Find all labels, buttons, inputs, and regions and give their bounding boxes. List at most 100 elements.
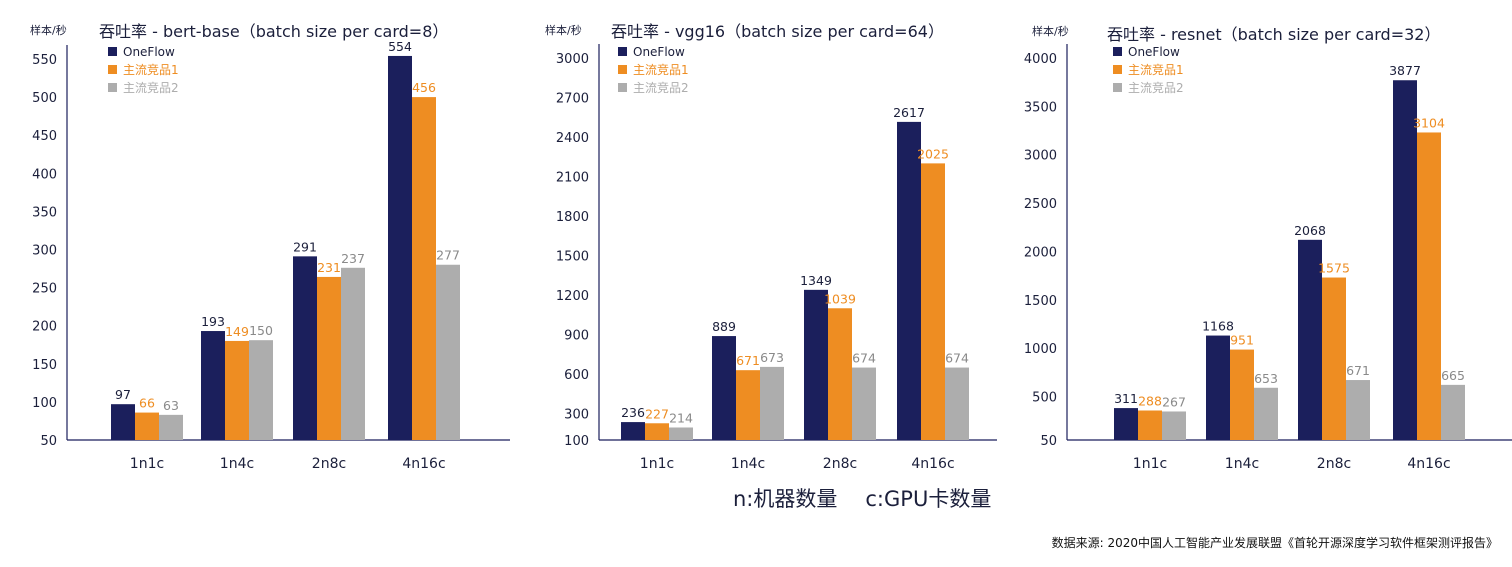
x-tick-label: 2n8c bbox=[1317, 456, 1351, 472]
legend-label-2: 主流竞品1 bbox=[1128, 63, 1184, 77]
x-tick-label: 4n16c bbox=[911, 456, 954, 472]
y-tick-label: 300 bbox=[32, 244, 57, 259]
data-label: 311 bbox=[1114, 391, 1138, 406]
caption-gpus: c:GPU卡数量 bbox=[865, 487, 992, 511]
bar-1n1c-series-1 bbox=[111, 404, 135, 440]
data-label: 674 bbox=[852, 351, 876, 366]
bar-2n8c-series-1 bbox=[1298, 239, 1322, 440]
data-label: 97 bbox=[115, 387, 131, 402]
x-tick-label: 1n1c bbox=[130, 456, 164, 472]
y-tick-label: 250 bbox=[32, 282, 57, 297]
legend-label-3: 主流竞品2 bbox=[1128, 81, 1184, 95]
y-tick-label: 1000 bbox=[1024, 342, 1057, 357]
bar-4n16c-series-1 bbox=[388, 55, 412, 441]
data-label: 214 bbox=[669, 410, 693, 425]
y-tick-label: 300 bbox=[564, 408, 589, 423]
legend-swatch-1 bbox=[108, 47, 117, 56]
bar-2n8c-series-3 bbox=[852, 367, 876, 440]
data-label: 231 bbox=[317, 260, 341, 275]
legend-label-1: OneFlow bbox=[123, 45, 175, 59]
legend-label-1: OneFlow bbox=[633, 45, 685, 59]
data-label: 63 bbox=[163, 398, 179, 413]
data-label: 149 bbox=[225, 324, 249, 339]
legend-swatch-2 bbox=[618, 65, 627, 74]
legend-swatch-1 bbox=[1113, 47, 1122, 56]
legend-swatch-1 bbox=[618, 47, 627, 56]
chart-bert-base: 吞吐率 - bert-base（batch size per card=8） 样本… bbox=[30, 22, 510, 472]
y-tick-label: 1200 bbox=[556, 289, 589, 304]
y-tick-label: 500 bbox=[1032, 390, 1057, 405]
y-tick-label: 2000 bbox=[1024, 245, 1057, 260]
y-tick-label: 450 bbox=[32, 129, 57, 144]
y-tick-label: 550 bbox=[32, 53, 57, 68]
data-label: 673 bbox=[760, 350, 784, 365]
bar-1n1c-series-3 bbox=[669, 427, 693, 440]
y-tick-label: 1500 bbox=[1024, 294, 1057, 309]
data-label: 2068 bbox=[1294, 223, 1326, 238]
data-label: 291 bbox=[293, 239, 317, 254]
x-tick-label: 1n4c bbox=[220, 456, 254, 472]
bar-1n4c-series-1 bbox=[1206, 335, 1230, 440]
data-label: 237 bbox=[341, 251, 365, 266]
y-tick-label: 200 bbox=[32, 320, 57, 335]
bar-4n16c-series-3 bbox=[436, 264, 460, 440]
y-tick-label: 900 bbox=[564, 329, 589, 344]
bar-1n1c-series-1 bbox=[621, 422, 645, 440]
bar-4n16c-series-2 bbox=[921, 163, 945, 440]
y-tick-label: 3500 bbox=[1024, 100, 1057, 115]
bar-1n4c-series-3 bbox=[760, 366, 784, 440]
y-tick-label: 500 bbox=[32, 91, 57, 106]
data-label: 951 bbox=[1230, 333, 1254, 348]
bar-1n1c-series-2 bbox=[135, 412, 159, 440]
data-label: 1349 bbox=[800, 273, 832, 288]
data-label: 889 bbox=[712, 319, 736, 334]
x-tick-label: 1n4c bbox=[1225, 456, 1259, 472]
caption: n:机器数量 c:GPU卡数量 bbox=[733, 483, 991, 513]
chart-resnet: 吞吐率 - resnet（batch size per card=32） 样本/秒… bbox=[1024, 24, 1512, 472]
legend-label-2: 主流竞品1 bbox=[633, 63, 689, 77]
bar-2n8c-series-3 bbox=[341, 267, 365, 440]
source-note: 数据来源: 2020中国人工智能产业发展联盟《首轮开源深度学习软件框架测评报告》 bbox=[1051, 536, 1498, 550]
y-tick-label: 2500 bbox=[1024, 197, 1057, 212]
x-tick-label: 4n16c bbox=[402, 456, 445, 472]
bar-4n16c-series-2 bbox=[1417, 132, 1441, 440]
data-label: 267 bbox=[1162, 394, 1186, 409]
data-label: 2617 bbox=[893, 105, 925, 120]
bar-1n1c-series-2 bbox=[645, 423, 669, 440]
bar-1n4c-series-2 bbox=[1230, 349, 1254, 440]
data-label: 3104 bbox=[1413, 115, 1445, 130]
bar-2n8c-series-1 bbox=[804, 289, 828, 440]
x-tick-label: 4n16c bbox=[1407, 456, 1450, 472]
y-tick-label: 400 bbox=[32, 167, 57, 182]
bar-4n16c-series-3 bbox=[945, 367, 969, 440]
legend-swatch-3 bbox=[108, 83, 117, 92]
y-axis-label: 样本/秒 bbox=[30, 23, 67, 37]
bar-4n16c-series-1 bbox=[1393, 80, 1417, 440]
data-label: 150 bbox=[249, 323, 273, 338]
bar-1n4c-series-1 bbox=[201, 331, 225, 440]
data-label: 288 bbox=[1138, 394, 1162, 409]
data-label: 1039 bbox=[824, 291, 856, 306]
legend-swatch-2 bbox=[1113, 65, 1122, 74]
bar-1n1c-series-1 bbox=[1114, 408, 1138, 440]
x-tick-label: 1n1c bbox=[1133, 456, 1167, 472]
chart-title: 吞吐率 - vgg16（batch size per card=64） bbox=[611, 22, 944, 41]
bar-2n8c-series-1 bbox=[293, 256, 317, 440]
y-axis-label: 样本/秒 bbox=[545, 23, 582, 37]
data-label: 665 bbox=[1441, 368, 1465, 383]
legend-label-2: 主流竞品1 bbox=[123, 63, 179, 77]
data-label: 277 bbox=[436, 248, 460, 263]
bar-1n1c-series-2 bbox=[1138, 410, 1162, 440]
legend-swatch-3 bbox=[618, 83, 627, 92]
x-tick-label: 1n4c bbox=[731, 456, 765, 472]
y-tick-label: 3000 bbox=[556, 52, 589, 67]
bar-4n16c-series-1 bbox=[897, 121, 921, 441]
y-tick-label: 100 bbox=[564, 434, 589, 449]
y-tick-label: 100 bbox=[32, 396, 57, 411]
data-label: 66 bbox=[139, 396, 155, 411]
bar-1n4c-series-1 bbox=[712, 336, 736, 440]
bar-1n4c-series-2 bbox=[225, 340, 249, 440]
bar-1n1c-series-3 bbox=[1162, 411, 1186, 440]
bar-2n8c-series-2 bbox=[1322, 277, 1346, 440]
data-label: 456 bbox=[412, 80, 436, 95]
